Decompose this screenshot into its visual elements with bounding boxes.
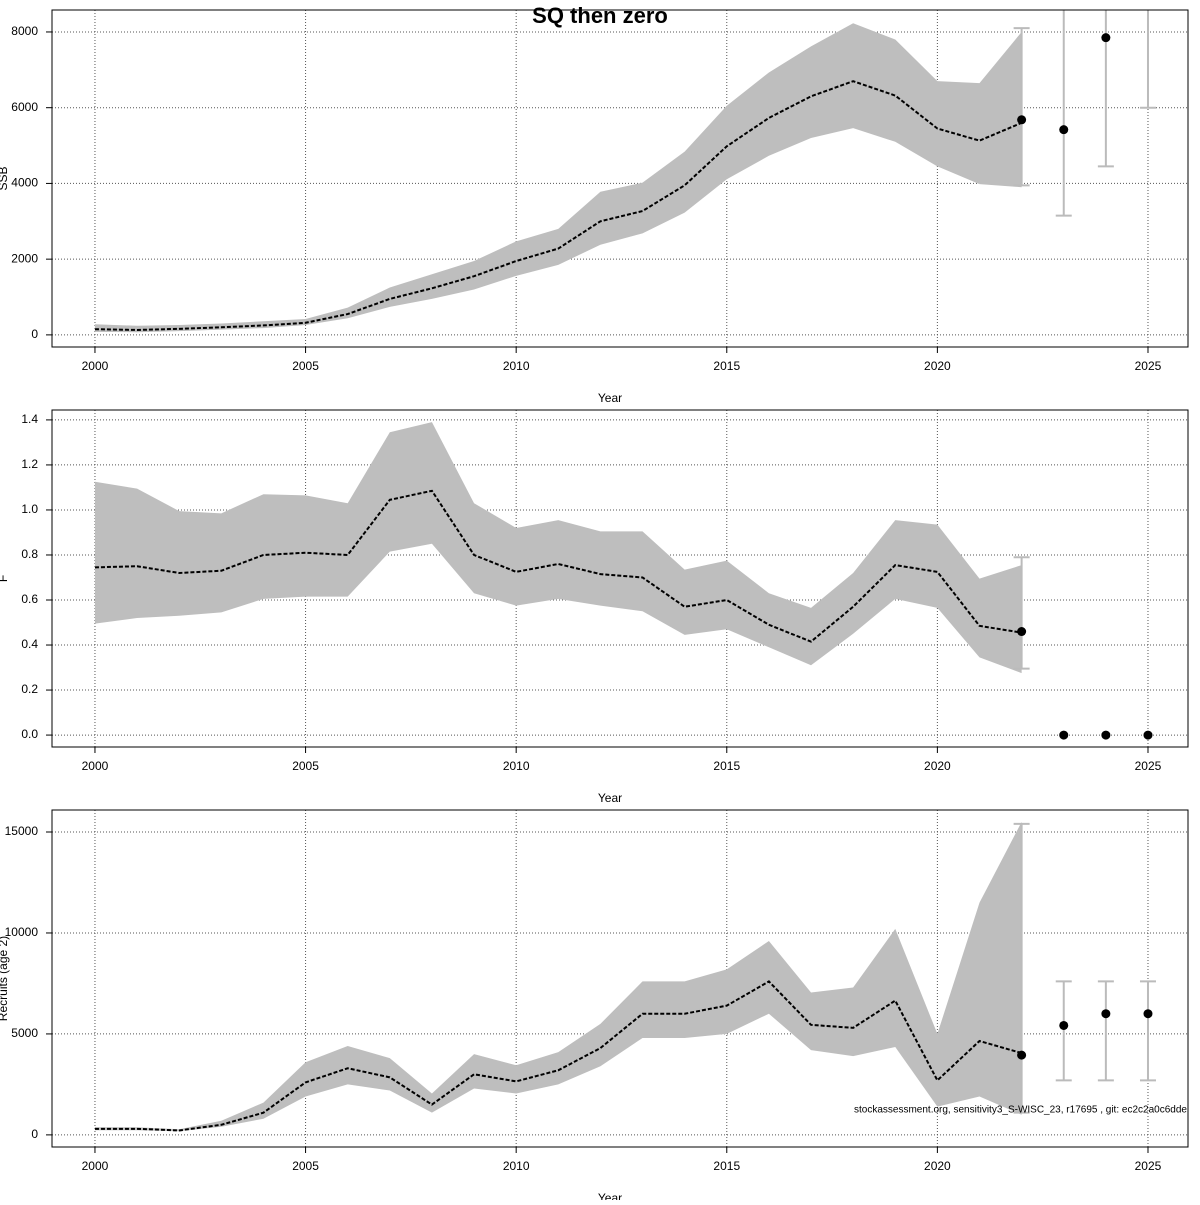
- error-bar: [1139, 980, 1156, 1082]
- forecast-point: [1143, 730, 1153, 740]
- error-bar: [1055, 10, 1072, 217]
- x-axis-label: Year: [598, 1191, 622, 1200]
- plot-frame: [51, 9, 1189, 348]
- x-tick-label: 2015: [713, 759, 740, 773]
- plot-frame: [51, 409, 1189, 748]
- plot-area: [52, 410, 1188, 747]
- y-tick-label: 8000: [11, 24, 38, 38]
- forecast-point: [1017, 115, 1027, 125]
- x-tick-label: 2005: [292, 1159, 319, 1173]
- chart-title: SQ then zero: [532, 3, 668, 28]
- y-tick-label: 1.2: [21, 457, 38, 471]
- y-tick-label: 4000: [11, 176, 38, 190]
- y-tick-label: 2000: [11, 251, 38, 265]
- error-bar: [1055, 980, 1072, 1082]
- y-tick-label: 6000: [11, 100, 38, 114]
- forecast-point: [1017, 1050, 1027, 1060]
- y-tick-label: 1.0: [21, 502, 38, 516]
- x-tick-label: 2005: [292, 359, 319, 373]
- x-tick-label: 2015: [713, 359, 740, 373]
- y-tick-label: 15000: [5, 824, 39, 838]
- x-tick-label: 2000: [82, 1159, 109, 1173]
- error-bar: [1013, 556, 1030, 670]
- panel: 2000 2005 2010 2015 2020 2025 0 5000 10000 15000 R…: [0, 809, 1189, 1205]
- x-tick-label: 2020: [924, 1159, 951, 1173]
- x-tick-label: 2025: [1135, 1159, 1162, 1173]
- y-tick-label: 0: [31, 327, 38, 341]
- forecast-point: [1101, 730, 1111, 740]
- footer-text: stockassessment.org, sensitivity3_S-WISC…: [854, 1105, 1187, 1116]
- confidence-band: [94, 23, 1022, 333]
- forecast-point: [1059, 1020, 1069, 1030]
- y-tick-label: 0.4: [21, 637, 38, 651]
- estimate-line: [94, 489, 1022, 643]
- forecast-point: [1059, 730, 1069, 740]
- forecast-point: [1101, 1009, 1111, 1019]
- y-tick-label: 0.2: [21, 682, 38, 696]
- y-tick-label: 0.6: [21, 592, 38, 606]
- error-bar: [1139, 10, 1156, 109]
- y-tick-label: 1.4: [21, 412, 38, 426]
- y-axis-label: SSB: [0, 166, 10, 190]
- plot-area: [52, 10, 1188, 347]
- x-tick-label: 2000: [82, 359, 109, 373]
- x-axis-label: Year: [598, 391, 622, 405]
- x-tick-label: 2020: [924, 359, 951, 373]
- estimate-line: [94, 80, 1023, 331]
- confidence-band: [94, 422, 1022, 674]
- y-tick-label: 10000: [5, 925, 39, 939]
- y-axis-label: F: [0, 575, 10, 582]
- error-bar: [1097, 10, 1114, 168]
- x-tick-label: 2010: [503, 759, 530, 773]
- x-axis-label: Year: [598, 791, 622, 805]
- x-tick-label: 2020: [924, 759, 951, 773]
- x-tick-label: 2010: [503, 359, 530, 373]
- x-tick-label: 2025: [1135, 759, 1162, 773]
- x-tick-label: 2010: [503, 1159, 530, 1173]
- confidence-band: [94, 821, 1022, 1132]
- y-axis-label: Recruits (age 2): [0, 936, 10, 1021]
- forecast-point: [1101, 33, 1111, 43]
- error-bar: [1013, 822, 1030, 1114]
- plot-frame: [51, 809, 1189, 1148]
- x-tick-label: 2025: [1135, 359, 1162, 373]
- y-tick-label: 0.8: [21, 547, 38, 561]
- forecast-point: [1017, 627, 1027, 637]
- forecast-point: [1059, 125, 1069, 135]
- x-tick-label: 2015: [713, 1159, 740, 1173]
- x-tick-label: 2005: [292, 759, 319, 773]
- panel: 2000 2005 2010 2015 2020 2025 0.0 0.2 0.4 0.6 0.8 1…: [0, 409, 1189, 805]
- y-tick-label: 0: [31, 1127, 38, 1141]
- error-bar: [1013, 27, 1030, 187]
- plot-area: [52, 810, 1188, 1147]
- y-tick-label: 5000: [11, 1026, 38, 1040]
- error-bar: [1097, 980, 1114, 1082]
- x-tick-label: 2000: [82, 759, 109, 773]
- forecast-point: [1143, 1009, 1153, 1019]
- panel: 2000 2005 2010 2015 2020 2025 0 2000 4000 6000 800…: [0, 3, 1189, 405]
- y-tick-label: 0.0: [21, 727, 38, 741]
- estimate-line: [94, 980, 1022, 1132]
